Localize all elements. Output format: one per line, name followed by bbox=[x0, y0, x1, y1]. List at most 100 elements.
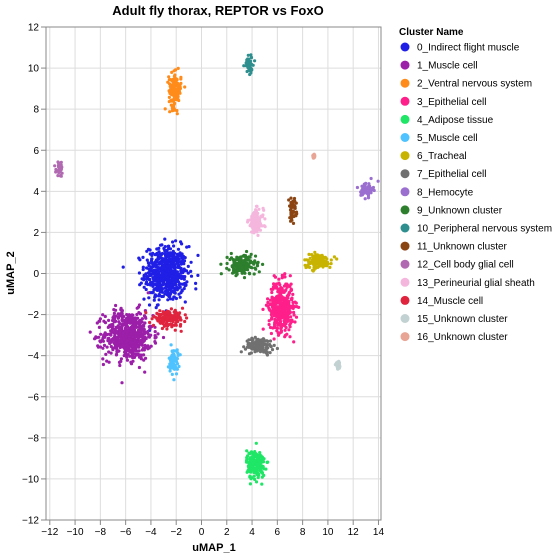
data-point bbox=[254, 230, 258, 234]
data-point bbox=[144, 311, 148, 315]
data-point bbox=[272, 274, 276, 278]
data-point bbox=[244, 256, 248, 260]
data-point bbox=[252, 216, 256, 220]
data-point bbox=[257, 270, 261, 274]
data-point bbox=[174, 239, 178, 243]
y-tick-label: −4 bbox=[28, 351, 40, 362]
data-point bbox=[157, 246, 161, 250]
data-point bbox=[253, 340, 258, 344]
data-point bbox=[166, 284, 170, 288]
data-point bbox=[174, 349, 178, 353]
data-point bbox=[138, 342, 142, 346]
data-point bbox=[249, 450, 254, 454]
data-point bbox=[112, 308, 116, 312]
data-point bbox=[138, 329, 142, 333]
series-13 bbox=[246, 204, 267, 237]
data-point bbox=[291, 205, 295, 209]
data-point bbox=[141, 255, 145, 259]
data-point bbox=[246, 53, 250, 57]
data-point bbox=[107, 318, 111, 322]
data-point bbox=[176, 280, 180, 284]
data-point bbox=[113, 320, 117, 324]
data-point bbox=[258, 223, 262, 227]
data-point bbox=[173, 73, 177, 77]
data-point bbox=[143, 321, 147, 325]
data-point bbox=[171, 297, 175, 301]
data-point bbox=[184, 269, 189, 273]
legend-label: 0_Indirect flight muscle bbox=[417, 43, 520, 54]
data-point bbox=[329, 258, 333, 262]
series-9 bbox=[219, 249, 265, 280]
data-point bbox=[305, 258, 309, 262]
data-point bbox=[179, 276, 184, 281]
data-point bbox=[176, 259, 180, 264]
data-point bbox=[164, 272, 168, 276]
data-point bbox=[259, 341, 263, 345]
data-point bbox=[171, 365, 175, 369]
data-point bbox=[167, 269, 171, 273]
data-point bbox=[254, 204, 259, 208]
data-point bbox=[169, 307, 173, 311]
data-point bbox=[254, 267, 258, 271]
data-point bbox=[165, 321, 169, 325]
data-point bbox=[171, 240, 175, 244]
data-point bbox=[251, 461, 255, 465]
data-point bbox=[293, 320, 297, 324]
data-point bbox=[279, 320, 283, 324]
data-point bbox=[270, 296, 274, 300]
data-point bbox=[318, 260, 323, 265]
legend-swatch bbox=[400, 295, 410, 305]
series-12 bbox=[53, 160, 64, 178]
data-point bbox=[252, 456, 256, 460]
data-point bbox=[183, 275, 187, 279]
data-point bbox=[114, 353, 118, 357]
data-point bbox=[142, 285, 146, 289]
data-point bbox=[127, 320, 131, 325]
data-point bbox=[308, 256, 312, 260]
data-point bbox=[146, 347, 150, 351]
data-point bbox=[255, 264, 260, 268]
data-point bbox=[178, 295, 182, 299]
data-point bbox=[175, 362, 180, 366]
data-point bbox=[177, 283, 181, 287]
data-point bbox=[245, 262, 249, 266]
data-point bbox=[156, 253, 160, 257]
data-point bbox=[258, 466, 263, 470]
data-point bbox=[124, 334, 128, 338]
series-7 bbox=[239, 335, 279, 357]
data-point bbox=[261, 307, 265, 311]
data-point bbox=[273, 302, 278, 306]
legend-label: 2_Ventral nervous system bbox=[417, 79, 532, 90]
legend-label: 14_Muscle cell bbox=[417, 296, 483, 307]
data-point bbox=[366, 187, 370, 191]
data-point bbox=[268, 342, 272, 347]
data-point bbox=[108, 341, 112, 346]
data-point bbox=[161, 266, 165, 271]
data-point bbox=[247, 255, 251, 259]
legend-swatch bbox=[400, 151, 410, 161]
data-point bbox=[166, 298, 170, 302]
legend-swatch bbox=[400, 169, 410, 179]
data-point bbox=[141, 265, 145, 269]
data-point bbox=[258, 228, 262, 232]
data-point bbox=[148, 277, 152, 282]
data-point bbox=[174, 372, 179, 376]
data-point bbox=[165, 327, 169, 331]
data-point bbox=[172, 355, 176, 359]
data-point bbox=[169, 268, 173, 272]
data-point bbox=[183, 313, 187, 317]
x-axis-ticks: −12 −10 −8 −6 −4 −2 0 2 4 6 8 10 12 14 bbox=[41, 520, 384, 538]
data-point bbox=[288, 325, 292, 329]
data-point bbox=[275, 326, 280, 330]
data-point bbox=[131, 335, 135, 339]
data-point bbox=[174, 278, 178, 283]
data-point bbox=[182, 259, 187, 263]
data-point bbox=[158, 320, 162, 325]
series-16 bbox=[311, 152, 317, 160]
data-point bbox=[283, 333, 287, 338]
data-point bbox=[123, 351, 127, 355]
data-point bbox=[283, 275, 287, 279]
data-point bbox=[98, 317, 102, 321]
data-point bbox=[284, 325, 288, 330]
data-point bbox=[129, 332, 133, 336]
